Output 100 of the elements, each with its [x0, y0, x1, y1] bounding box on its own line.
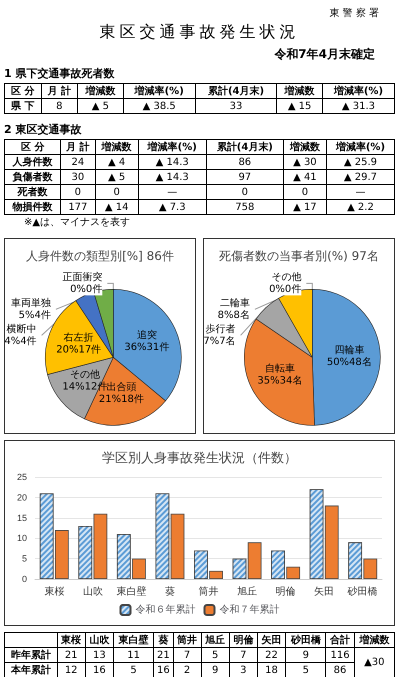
slice-label: 歩行者: [206, 322, 236, 335]
category-label: 増減率(%): [123, 84, 196, 98]
category-label: 負傷者数: [12, 172, 53, 183]
text: 0%0件: [269, 284, 302, 295]
text: 21: [64, 650, 78, 660]
category-label: 葵: [154, 632, 174, 648]
category-label: 矢田: [257, 632, 286, 648]
category-label: 山吹: [85, 632, 114, 648]
category-label: 増減率(%): [326, 140, 394, 154]
text: ▲ 41: [293, 172, 317, 182]
category-label: 増減数: [283, 140, 326, 154]
text: ▲ 29.7: [344, 172, 378, 182]
chart-title: 人身件数の類型別[%] 86件: [26, 249, 174, 263]
text: ▲ 30: [293, 156, 317, 168]
text: ▲ 15: [288, 100, 312, 112]
text: 0: [302, 186, 308, 198]
text: 東区交通事故発生状況: [98, 22, 300, 43]
text: ▲ 14: [104, 202, 128, 212]
text: ▲ 14.3: [156, 156, 189, 168]
slice-label: 右左折: [64, 332, 94, 344]
x-tick-label: 葵: [164, 586, 175, 598]
category-label: 増減率(%): [138, 140, 206, 154]
category-label: 増減数: [276, 84, 322, 98]
x-tick-label: 矢田: [314, 586, 334, 598]
y-tick-label: 5: [22, 554, 27, 564]
text: 9: [212, 664, 218, 676]
slice-label: 出合頭: [106, 380, 136, 393]
text: 2 東区交通事故: [4, 122, 82, 137]
legend-label: 令和７年累計: [220, 604, 280, 616]
x-tick-label: 東桜: [44, 586, 64, 598]
x-tick-label: 明倫: [276, 586, 296, 598]
text: 13: [92, 650, 106, 660]
data-label: 7%7名: [203, 334, 236, 347]
text: 0: [74, 186, 82, 198]
data-label: 5%4件: [18, 310, 51, 321]
data-label: 36%31件: [124, 342, 170, 354]
category-label: 旭丘: [201, 632, 230, 648]
text: ▲ 5: [92, 100, 110, 112]
slice-label: 追突: [136, 329, 157, 342]
text: 22: [265, 650, 278, 660]
text: 16: [92, 664, 106, 676]
text: 12: [64, 664, 78, 676]
data-label: 21%18件: [98, 394, 144, 405]
data-label: 4%4件: [4, 336, 37, 347]
x-tick-label: 旭丘: [237, 586, 258, 598]
slice-label: その他: [70, 368, 100, 381]
text: 86: [334, 664, 346, 676]
slice-label: 車両単独: [10, 296, 51, 309]
text: 18: [265, 664, 278, 676]
category-label: 増減数: [354, 632, 394, 648]
data-label: 20%17件: [56, 344, 102, 356]
text: 33: [230, 100, 242, 112]
category-label: 合計: [326, 632, 354, 648]
y-tick-label: 20: [16, 492, 27, 502]
category-label: 砂田橋: [286, 632, 326, 648]
text: 97: [238, 172, 252, 182]
text: 21: [157, 650, 170, 660]
text: ▲ 5: [108, 172, 126, 182]
text: 116: [330, 650, 350, 660]
category-label: 本年累計: [10, 665, 51, 676]
text: 5: [302, 664, 309, 676]
legend-label: 令和６年累計: [136, 604, 196, 616]
text: 24: [72, 156, 84, 168]
text: 5: [130, 664, 137, 676]
text: 0%0件: [70, 284, 102, 295]
y-tick-label: 10: [16, 533, 27, 544]
category-label: 筒井: [173, 632, 202, 648]
text: 7: [240, 650, 247, 660]
text: ▲ 17: [293, 202, 317, 212]
text: 177: [68, 202, 88, 212]
data-label: 35%34名: [257, 374, 302, 387]
text: ▲30: [364, 657, 384, 668]
slice-label: 二輪車: [220, 296, 250, 309]
category-label: 東白壁: [113, 632, 154, 648]
x-tick-label: 山吹: [82, 586, 103, 598]
text: 5: [212, 650, 218, 660]
text: 2: [184, 664, 190, 676]
text: 0: [113, 186, 120, 198]
text: —: [167, 186, 178, 198]
text: 86: [238, 156, 252, 168]
slice-label: 自転車: [264, 362, 295, 375]
category-label: 累計(4月末): [195, 84, 277, 98]
text: ▲ 4: [108, 156, 126, 168]
y-tick-label: 25: [16, 472, 27, 482]
category-label: 区 分: [4, 140, 61, 154]
text: 11: [127, 650, 140, 660]
category-label: 明倫: [229, 632, 258, 648]
category-label: その他: [271, 272, 302, 283]
text: 30: [72, 172, 84, 182]
text: 1 県下交通事故死者数: [4, 66, 116, 81]
category-label: 区 分: [4, 84, 42, 98]
data-label: 8%8名: [218, 308, 250, 321]
x-tick-label: 東白壁: [116, 586, 146, 598]
text: 9: [302, 650, 309, 660]
data-label: 50%48名: [326, 356, 372, 368]
category-label: 増減率(%): [322, 84, 394, 98]
category-label: 死者数: [18, 187, 48, 198]
y-tick-label: 0: [22, 574, 27, 584]
category-label: 昨年累計: [10, 650, 51, 661]
text: ▲ 7.3: [158, 202, 186, 212]
